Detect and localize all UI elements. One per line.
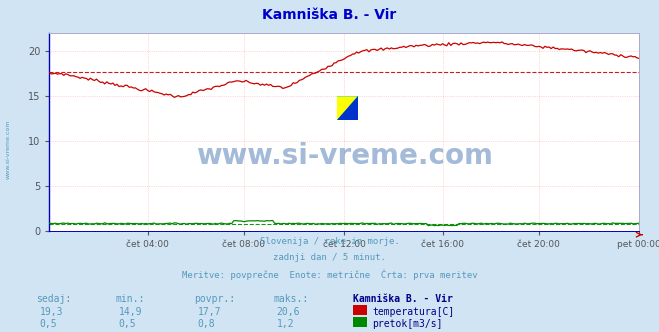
Text: 20,6: 20,6 [277, 307, 301, 317]
Text: zadnji dan / 5 minut.: zadnji dan / 5 minut. [273, 253, 386, 262]
Text: 14,9: 14,9 [119, 307, 142, 317]
Text: Slovenija / reke in morje.: Slovenija / reke in morje. [260, 237, 399, 246]
Polygon shape [337, 96, 358, 120]
Text: Kamniška B. - Vir: Kamniška B. - Vir [353, 294, 453, 304]
Polygon shape [337, 96, 358, 120]
Text: min.:: min.: [115, 294, 145, 304]
Text: 0,8: 0,8 [198, 319, 215, 329]
Text: Meritve: povprečne  Enote: metrične  Črta: prva meritev: Meritve: povprečne Enote: metrične Črta:… [182, 269, 477, 280]
Text: 19,3: 19,3 [40, 307, 63, 317]
Text: 0,5: 0,5 [40, 319, 57, 329]
Text: pretok[m3/s]: pretok[m3/s] [372, 319, 443, 329]
Text: 1,2: 1,2 [277, 319, 295, 329]
Text: povpr.:: povpr.: [194, 294, 235, 304]
Polygon shape [337, 96, 358, 120]
Text: 0,5: 0,5 [119, 319, 136, 329]
Text: temperatura[C]: temperatura[C] [372, 307, 455, 317]
Text: www.si-vreme.com: www.si-vreme.com [196, 142, 493, 170]
Text: maks.:: maks.: [273, 294, 308, 304]
Text: sedaj:: sedaj: [36, 294, 71, 304]
Text: Kamniška B. - Vir: Kamniška B. - Vir [262, 8, 397, 22]
Text: www.si-vreme.com: www.si-vreme.com [6, 120, 11, 179]
Text: 17,7: 17,7 [198, 307, 221, 317]
